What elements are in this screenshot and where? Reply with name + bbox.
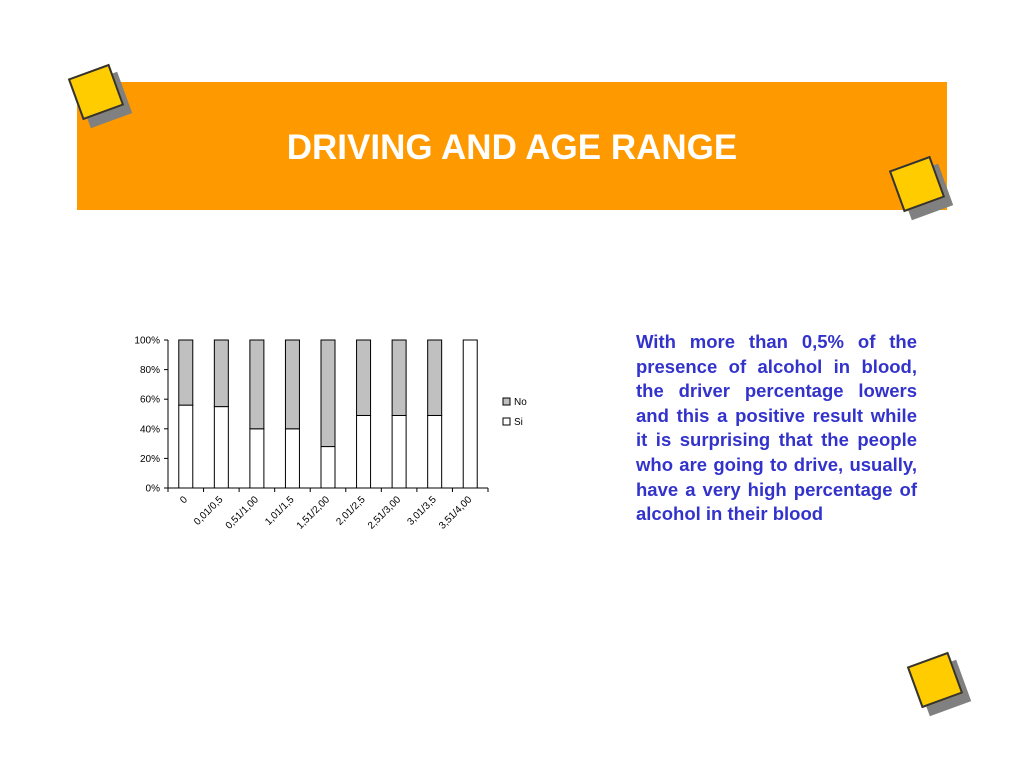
- legend-swatch-no: [502, 397, 511, 406]
- x-tick-label: 3,01/3,5: [405, 494, 439, 528]
- bar-segment-si: [427, 414, 443, 489]
- bar-segment-si: [178, 404, 194, 489]
- bar-segment-no: [284, 339, 300, 430]
- decorative-square-top-left: [67, 63, 133, 129]
- bar-segment-no: [213, 339, 229, 408]
- legend-label-si: Si: [514, 417, 523, 428]
- bar-segment-no: [391, 339, 407, 416]
- decorative-square-bottom-right: [906, 651, 972, 717]
- bar-segment-si: [462, 339, 478, 489]
- x-tick-label: 2,51/3,00: [366, 494, 404, 532]
- bar-segment-no: [356, 339, 372, 416]
- bar-segment-si: [249, 428, 265, 489]
- title-banner: [77, 82, 947, 210]
- stacked-bar-chart: 0% 20% 40% 60% 80% 100% 0 0,01/0,50,51/1,00 1,01…: [134, 336, 527, 532]
- bar-segment-no: [427, 339, 443, 416]
- x-tick-label: 1,01/1,5: [263, 494, 297, 528]
- slide-title: DRIVING AND AGE RANGE: [286, 128, 738, 167]
- bar-segment-si: [320, 446, 336, 489]
- bar-segment-si: [391, 414, 407, 489]
- bar-segment-no: [320, 339, 336, 448]
- body-text: With more than 0,5% of the presence of a…: [636, 331, 917, 525]
- y-tick-label: 0%: [146, 484, 161, 495]
- x-tick-label: 2,01/2,5: [334, 494, 368, 528]
- x-tick-label: 0: [178, 494, 190, 506]
- y-tick-label: 60%: [140, 395, 160, 406]
- bar-segment-no: [249, 339, 265, 430]
- bar-segment-si: [356, 414, 372, 489]
- y-tick-label: 80%: [140, 365, 160, 376]
- x-tick-label: 1,51/2,00: [295, 494, 333, 532]
- y-tick-label: 100%: [134, 336, 160, 347]
- bar-segment-si: [213, 406, 229, 489]
- bar-segment-no: [178, 339, 194, 406]
- x-tick-label: 3,51/4,00: [437, 494, 475, 532]
- bar-segment-si: [284, 428, 300, 489]
- y-tick-label: 20%: [140, 454, 160, 465]
- legend-swatch-si: [502, 417, 511, 426]
- decorative-square-right: [888, 155, 954, 221]
- y-tick-label: 40%: [140, 424, 160, 435]
- x-tick-label: 0,01/0,5: [192, 494, 226, 528]
- legend-label-no: No: [514, 397, 527, 408]
- x-tick-label: 0,51/1,00: [224, 494, 262, 532]
